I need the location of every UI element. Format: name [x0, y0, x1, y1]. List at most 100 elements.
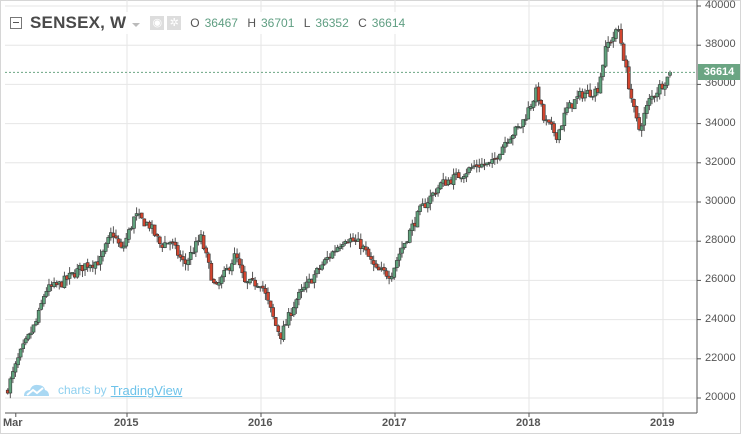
high-value: 36701 — [261, 16, 295, 30]
candle-down — [261, 285, 265, 289]
candle-up — [129, 227, 134, 230]
tradingview-link[interactable]: TradingView — [110, 382, 183, 398]
candle-down — [273, 317, 278, 326]
candle-up — [606, 42, 610, 48]
candle-up — [469, 167, 474, 169]
candle-up — [451, 174, 456, 185]
candle-up — [322, 259, 327, 265]
series-legend: SENSEX, W ◉ ✲ O 36467 H 36701 L 36352 C 3661… — [10, 12, 412, 34]
candle-up — [163, 242, 167, 248]
candle-down — [268, 300, 273, 308]
candle-down — [456, 172, 461, 179]
candle-up — [397, 253, 402, 261]
candle-up — [523, 118, 528, 121]
y-tick-label: 30000 — [705, 195, 736, 207]
candle-up — [611, 37, 616, 42]
candle-up — [186, 259, 190, 266]
open-label: O — [190, 16, 200, 30]
candle-up — [418, 205, 422, 212]
candle-up — [647, 98, 652, 106]
candle-up — [16, 357, 20, 366]
candle-up — [531, 100, 536, 108]
candle-down — [250, 278, 255, 280]
candle-up — [557, 129, 562, 141]
candle-up — [124, 237, 129, 247]
candle-up — [436, 187, 440, 194]
candle-down — [634, 106, 639, 119]
candle-down — [632, 99, 636, 107]
candle-up — [518, 126, 523, 129]
candle-down — [351, 237, 355, 242]
high-label: H — [247, 16, 256, 30]
candle-up — [490, 159, 495, 164]
candle-up — [286, 312, 291, 326]
candle-up — [335, 247, 340, 252]
candle-up — [562, 112, 567, 126]
candle-down — [619, 28, 623, 44]
candle-up — [340, 244, 345, 247]
candle-up — [312, 274, 317, 283]
eye-icon[interactable]: ◉ — [150, 16, 165, 30]
candle-up — [29, 332, 33, 336]
gear-icon[interactable]: ✲ — [167, 16, 182, 30]
candle-down — [263, 288, 268, 294]
candle-up — [281, 325, 286, 340]
candle-up — [302, 286, 306, 291]
candle-up — [590, 95, 595, 98]
candle-up — [657, 84, 662, 95]
candle-up — [23, 338, 28, 344]
candle-up — [294, 299, 299, 309]
candle-up — [642, 112, 647, 126]
candle-down — [266, 291, 270, 301]
candle-up — [13, 363, 18, 373]
candle-down — [536, 86, 541, 102]
y-tick-label: 32000 — [705, 155, 736, 168]
candle-down — [588, 89, 592, 97]
candle-up — [297, 291, 301, 300]
candle-up — [75, 268, 80, 278]
candle-down — [253, 279, 257, 287]
candle-up — [106, 237, 111, 244]
candle-up — [248, 278, 252, 284]
candle-up — [400, 247, 404, 254]
ohlc-values: O 36467 H 36701 L 36352 C 36614 — [190, 16, 411, 30]
candle-down — [243, 271, 247, 283]
candle-up — [132, 216, 136, 229]
candle-down — [116, 238, 121, 244]
candle-up — [645, 105, 649, 114]
candle-up — [513, 126, 518, 136]
candle-up — [462, 176, 466, 179]
candle-up — [598, 76, 603, 94]
candle-up — [603, 46, 608, 67]
candle-down — [366, 248, 371, 257]
candle-up — [222, 270, 227, 278]
candle-up — [415, 211, 420, 228]
collapse-legend-icon[interactable] — [10, 17, 22, 29]
candle-up — [601, 64, 605, 77]
candle-down — [346, 241, 350, 244]
x-tick-label: 2015 — [114, 417, 139, 429]
x-tick-label: 2018 — [516, 417, 541, 429]
candle-up — [464, 173, 469, 178]
candle-up — [511, 135, 515, 140]
candle-up — [8, 378, 13, 394]
candle-up — [575, 96, 580, 99]
candle-up — [232, 253, 237, 265]
candle-up — [639, 125, 644, 131]
candle-up — [428, 195, 433, 204]
candle-up — [438, 182, 443, 190]
symbol-title[interactable]: SENSEX, W — [30, 13, 127, 32]
candle-down — [552, 123, 556, 134]
candle-up — [583, 92, 587, 99]
candle-up — [480, 163, 484, 168]
chevron-down-icon[interactable] — [132, 22, 141, 27]
candle-up — [70, 272, 74, 274]
candle-down — [369, 256, 373, 260]
candle-down — [621, 43, 626, 61]
candle-down — [549, 121, 554, 125]
candle-up — [485, 162, 489, 165]
candle-up — [67, 272, 72, 279]
tradingview-watermark: charts by TradingView — [22, 382, 182, 398]
candle-up — [392, 267, 397, 278]
